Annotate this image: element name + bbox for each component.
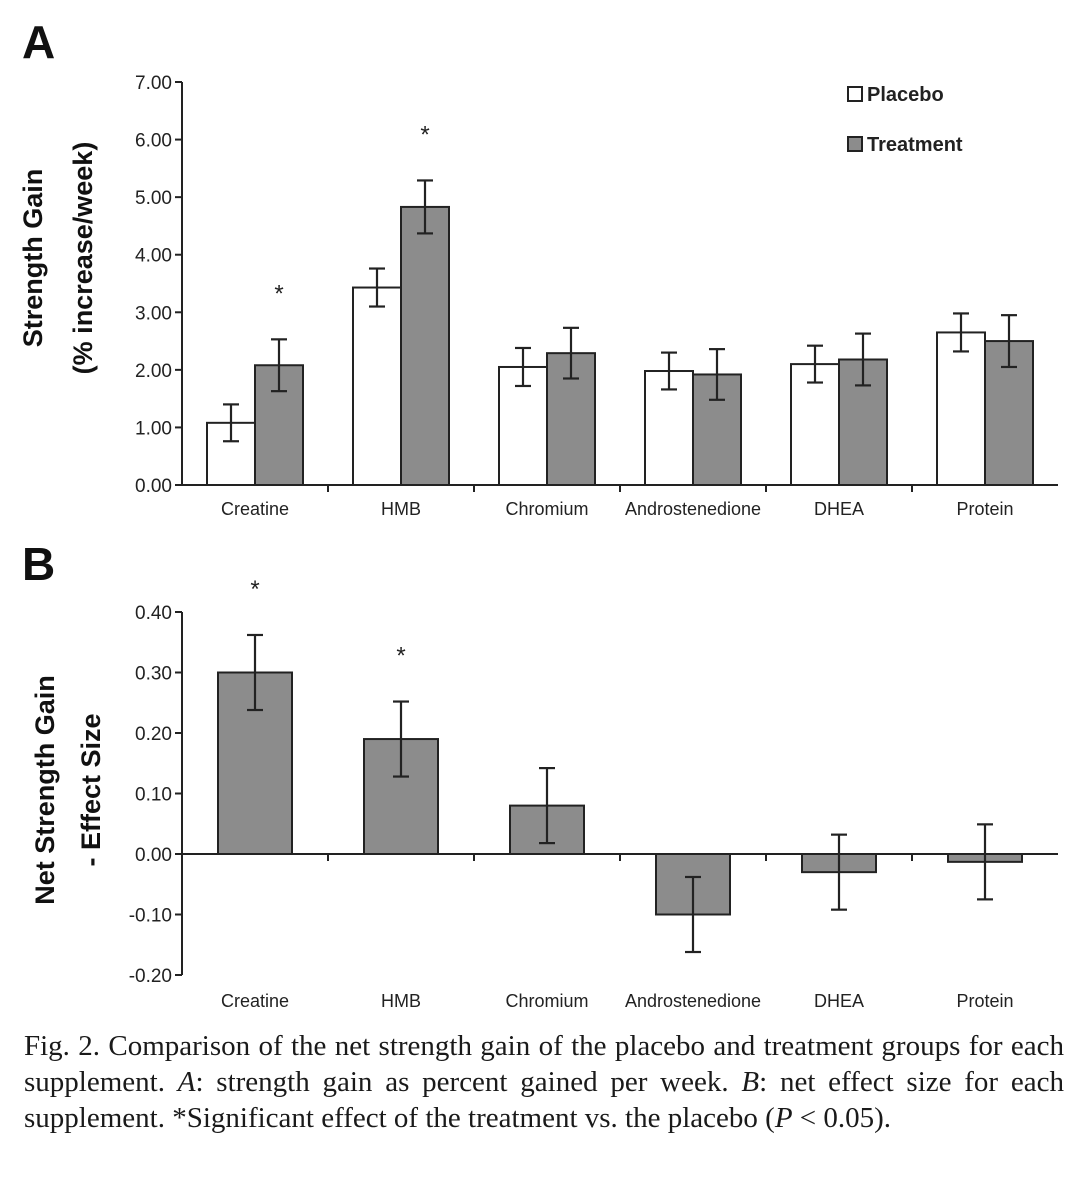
figure-caption: Fig. 2. Comparison of the net strength g… [24, 1028, 1064, 1136]
panel-b-significance-marker: * [250, 576, 259, 603]
panel-a-y-tick-label: 4.00 [135, 246, 172, 267]
panel-a-bar-treatment-dhea [838, 358, 888, 487]
panel-a-category-label-creatine: Creatine [221, 499, 289, 519]
panel-b-letter: B [22, 538, 55, 590]
panel-b-category-label-androstenedione: Androstenedione [625, 991, 761, 1011]
panel-a-legend-label-treatment: Treatment [867, 134, 963, 156]
panel-a-y-tick-label: 1.00 [135, 418, 172, 439]
caption-panel-b: B [741, 1066, 760, 1098]
panel-a-legend-swatch-placebo [847, 86, 863, 102]
panel-a-y-axis-label-1: Strength Gain [18, 169, 48, 348]
panel-a-category-label-androstenedione: Androstenedione [625, 499, 761, 519]
panel-a-bar-placebo-hmb [352, 286, 402, 486]
panel-b-category-label-creatine: Creatine [221, 991, 289, 1011]
panel-a-significance-marker: * [420, 121, 429, 148]
panel-b-significance-marker: * [396, 643, 405, 670]
panel-a-y-tick-label: 3.00 [135, 303, 172, 324]
panel-a-y-tick-label: 6.00 [135, 131, 172, 152]
caption-panel-a: A [177, 1066, 196, 1098]
caption-text-3: : net effect size for each supplement. *… [24, 1066, 1064, 1134]
panel-b-y-axis-label-2: - Effect Size [76, 713, 106, 866]
panel-a-y-tick-label: 7.00 [135, 73, 172, 94]
panel-b-y-tick-label: 0.20 [135, 724, 172, 745]
panel-b-category-label-dhea: DHEA [814, 991, 864, 1011]
panel-a-y-axis-label-2: (% increase/week) [68, 142, 98, 375]
panel-b-y-tick-label: 0.40 [135, 603, 172, 624]
panel-b-category-label-protein: Protein [956, 991, 1013, 1011]
panel-a-bar-placebo-protein [936, 331, 986, 486]
caption-text-4: < 0.05). [792, 1102, 892, 1134]
panel-b-y-axis-label-1: Net Strength Gain [30, 675, 60, 905]
panel-a-bar-treatment-hmb [400, 205, 450, 486]
panel-b-y-tick-label: -0.20 [129, 966, 172, 987]
panel-a-legend-swatch-treatment [847, 136, 863, 152]
panel-b-category-label-chromium: Chromium [505, 991, 588, 1011]
panel-a-bar-placebo-dhea [790, 363, 840, 487]
panel-b-y-tick-label: 0.30 [135, 664, 172, 685]
panel-a-y-tick-label: 0.00 [135, 476, 172, 497]
panel-a-category-label-hmb: HMB [381, 499, 421, 519]
panel-a-category-label-dhea: DHEA [814, 499, 864, 519]
panel-b-y-tick-label: 0.00 [135, 845, 172, 866]
caption-text-2: : strength gain as percent gained per we… [195, 1066, 742, 1098]
panel-b-y-tick-label: 0.10 [135, 785, 172, 806]
panel-a-legend-label-placebo: Placebo [867, 84, 944, 106]
caption-text-1: Fig. 2. Comparison of the net strength g… [24, 1030, 1064, 1098]
panel-a-y-tick-label: 5.00 [135, 188, 172, 209]
panel-b-y-tick-label: -0.10 [129, 906, 172, 927]
panel-a-category-label-protein: Protein [956, 499, 1013, 519]
figure: A Strength Gain (% increase/week) 0.00 1.00 2… [18, 16, 1058, 1011]
panel-a-letter: A [22, 16, 55, 68]
panel-a-significance-marker: * [274, 280, 283, 307]
caption-p-variable: P [774, 1102, 793, 1134]
panel-b-category-label-hmb: HMB [381, 991, 421, 1011]
panel-a-y-tick-label: 2.00 [135, 361, 172, 382]
panel-a-category-label-chromium: Chromium [505, 499, 588, 519]
